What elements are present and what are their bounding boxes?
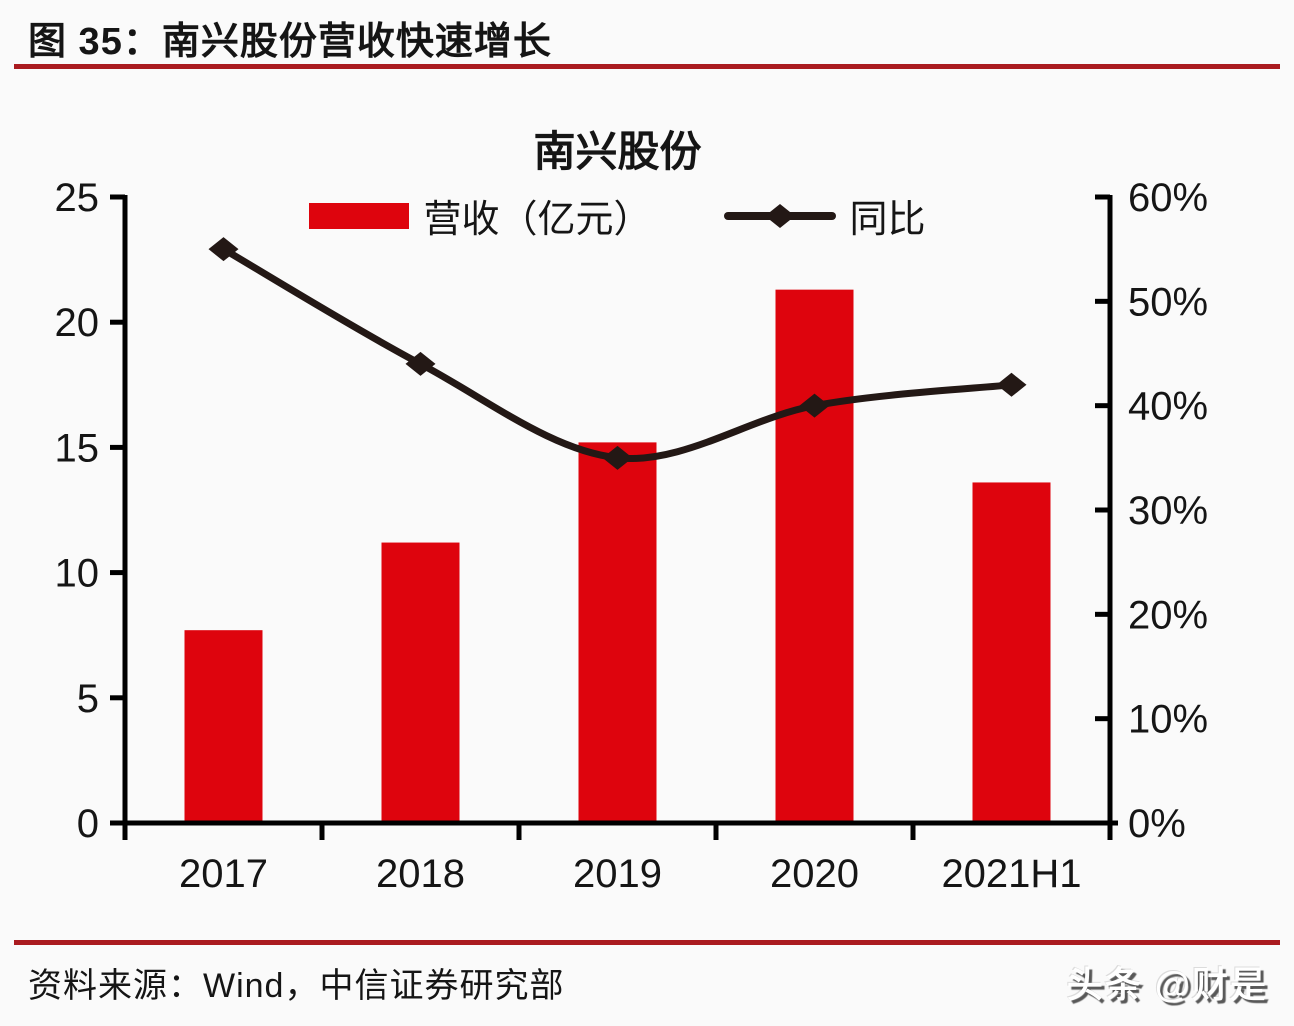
yoy-line <box>221 246 1012 463</box>
watermark: 头条 @财是 <box>1066 964 1268 1005</box>
chart-title: 南兴股份 <box>533 128 702 175</box>
x-label-2021H1: 2021H1 <box>941 852 1081 896</box>
top-divider <box>14 64 1280 69</box>
legend-label-yoy: 同比 <box>849 199 926 241</box>
yoy-marker-2021H1 <box>996 372 1027 397</box>
right-tick-label: 30% <box>1128 489 1208 533</box>
yoy-marker-2020 <box>799 393 830 418</box>
bottom-divider <box>14 940 1280 945</box>
legend-item-revenue: 营收（亿元） <box>309 188 652 243</box>
bar-2020 <box>775 289 854 823</box>
right-tick-label: 20% <box>1128 593 1208 637</box>
right-tick-label: 10% <box>1128 698 1208 742</box>
bar-2017 <box>184 630 263 823</box>
bar-2019 <box>578 442 657 823</box>
source-note: 资料来源：Wind，中信证券研究部 <box>28 967 565 1005</box>
yoy-line-swatch <box>723 203 836 228</box>
bar-2018 <box>381 542 460 823</box>
bar-2021H1 <box>972 482 1051 823</box>
yoy-marker-2018 <box>405 351 436 376</box>
left-tick-label: 10 <box>55 552 100 596</box>
right-tick-label: 0% <box>1128 802 1186 846</box>
legend-label-revenue: 营收（亿元） <box>423 199 652 241</box>
x-label-2018: 2018 <box>376 852 465 896</box>
left-tick-label: 0 <box>77 802 99 846</box>
right-tick-label: 60% <box>1128 176 1208 220</box>
left-tick-label: 25 <box>55 176 100 220</box>
figure-caption: 图 35：南兴股份营收快速增长 <box>28 21 552 63</box>
legend-item-yoy: 同比 <box>723 188 926 243</box>
right-tick-label: 40% <box>1128 385 1208 429</box>
x-label-2017: 2017 <box>179 852 268 896</box>
chart-legend: 营收（亿元） 同比 <box>125 188 1110 243</box>
yoy-marker-2017 <box>208 237 239 262</box>
x-label-2019: 2019 <box>573 852 662 896</box>
x-label-2020: 2020 <box>770 852 859 896</box>
left-tick-label: 5 <box>77 677 99 721</box>
yoy-marker-2019 <box>602 445 633 470</box>
revenue-bar-swatch <box>309 202 410 229</box>
left-tick-label: 20 <box>55 301 100 345</box>
right-tick-label: 50% <box>1128 280 1208 324</box>
left-tick-label: 15 <box>55 426 100 470</box>
